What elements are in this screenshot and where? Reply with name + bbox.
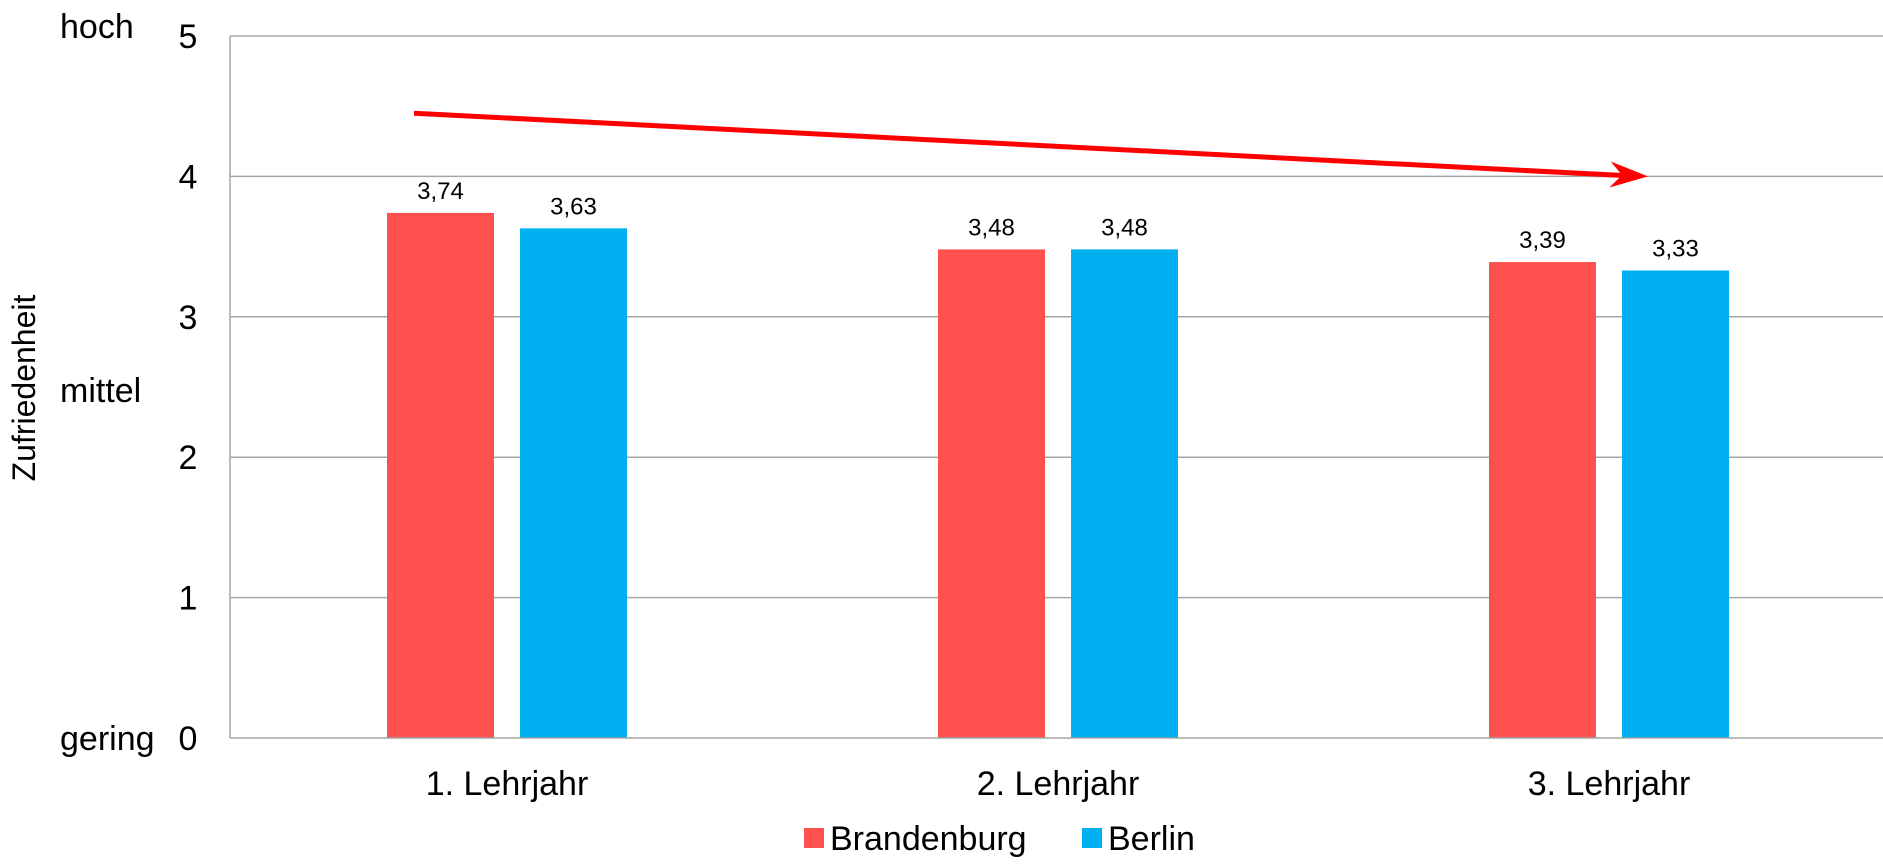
legend: Brandenburg Berlin [804,820,1195,858]
y-tick-label: 0 [179,720,198,758]
bar-brandenburg-1 [387,212,494,739]
y-axis-label: Zufriedenheit [6,295,42,482]
y-tick-label: 4 [179,158,198,196]
y-qualifier-gering: gering [60,720,155,758]
data-label: 3,33 [1652,235,1699,262]
grid-lines [229,35,1883,738]
data-labels: 3,74 3,63 3,48 3,48 3,39 3,33 [417,178,1699,263]
data-label: 3,74 [417,178,464,205]
y-qualifier-hoch: hoch [60,8,134,46]
y-axis-ticks: 0 1 2 3 4 5 [179,18,198,758]
data-label: 3,48 [968,214,1015,241]
category-label: 3. Lehrjahr [1528,765,1691,803]
legend-swatch-berlin [1082,828,1102,848]
data-label: 3,39 [1519,227,1566,254]
category-label: 1. Lehrjahr [426,765,589,803]
category-label: 2. Lehrjahr [977,765,1140,803]
bar-brandenburg-3 [1489,262,1596,738]
bar-berlin-2 [1071,249,1178,738]
bar-brandenburg-2 [938,249,1045,738]
y-qualifier-labels: hoch mittel gering [60,8,155,758]
y-tick-label: 2 [179,439,198,477]
data-label: 3,48 [1101,214,1148,241]
y-tick-label: 5 [179,18,198,56]
data-label: 3,63 [550,193,597,220]
trend-arrow-head [1609,161,1648,188]
legend-label-berlin: Berlin [1108,820,1195,858]
legend-swatch-brandenburg [804,828,824,848]
trend-arrow [413,110,1648,188]
trend-arrow-line [413,110,1629,179]
legend-label-brandenburg: Brandenburg [830,820,1027,858]
y-tick-label: 1 [179,580,198,618]
y-tick-label: 3 [179,299,198,337]
bar-berlin-1 [520,228,627,738]
bars [387,212,1729,739]
category-labels: 1. Lehrjahr 2. Lehrjahr 3. Lehrjahr [426,765,1691,803]
bar-berlin-3 [1622,270,1729,738]
y-qualifier-mittel: mittel [60,372,141,410]
